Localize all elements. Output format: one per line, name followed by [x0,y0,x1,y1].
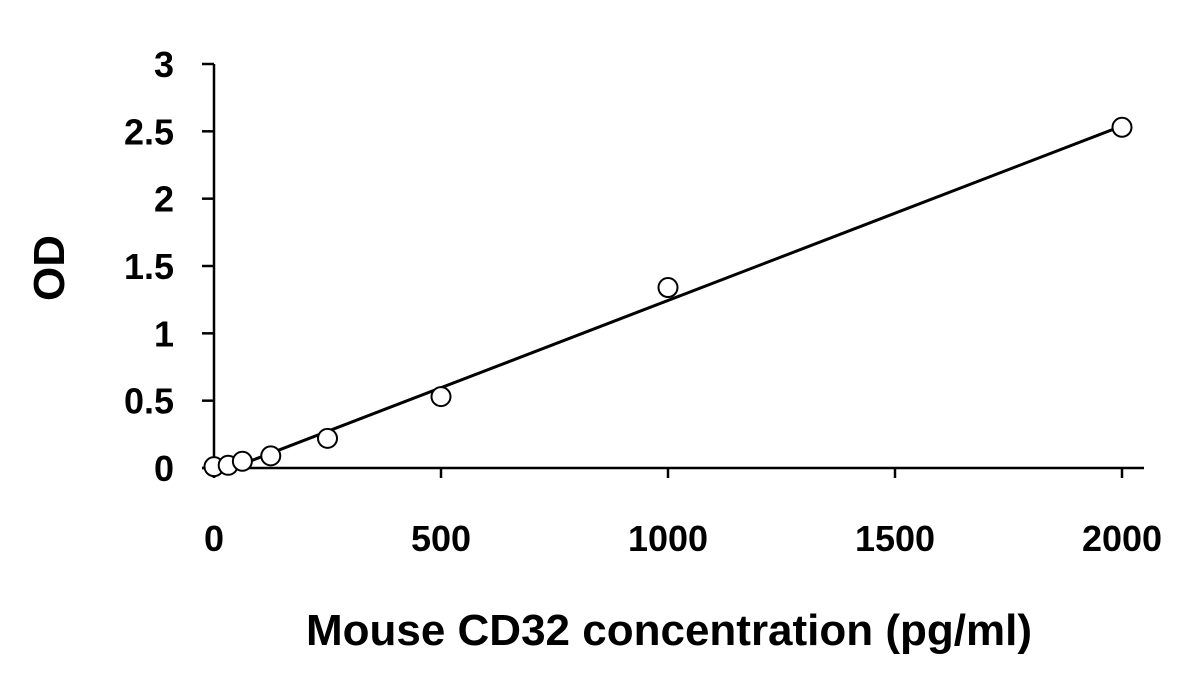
data-point [657,277,679,299]
y-axis-title: OD [25,235,74,301]
y-tick-label: 2.5 [124,111,174,152]
y-tick-label: 0 [154,448,174,489]
y-tick-label: 1.5 [124,246,174,287]
y-tick-label: 2 [154,179,174,220]
x-axis-ticks: 0 500 1000 1500 2000 [204,468,1162,559]
data-point [317,427,338,449]
x-tick-label: 1000 [628,518,708,559]
data-point [260,445,282,467]
y-tick-label: 3 [154,44,174,85]
data-point [231,450,253,472]
x-tick-label: 2000 [1082,518,1162,559]
y-tick-label: 1 [154,313,174,354]
data-points [203,116,1133,478]
trendline [231,124,1123,470]
x-axis-title: Mouse CD32 concentration (pg/ml) [306,606,1032,655]
data-point [1111,116,1133,138]
x-tick-label: 500 [411,518,471,559]
data-point [430,386,452,408]
x-tick-label: 1500 [855,518,935,559]
x-tick-label: 0 [204,518,224,559]
y-tick-label: 0.5 [124,381,174,422]
y-axis-ticks: 0 0.5 1 1.5 2 2.5 3 [124,44,214,489]
